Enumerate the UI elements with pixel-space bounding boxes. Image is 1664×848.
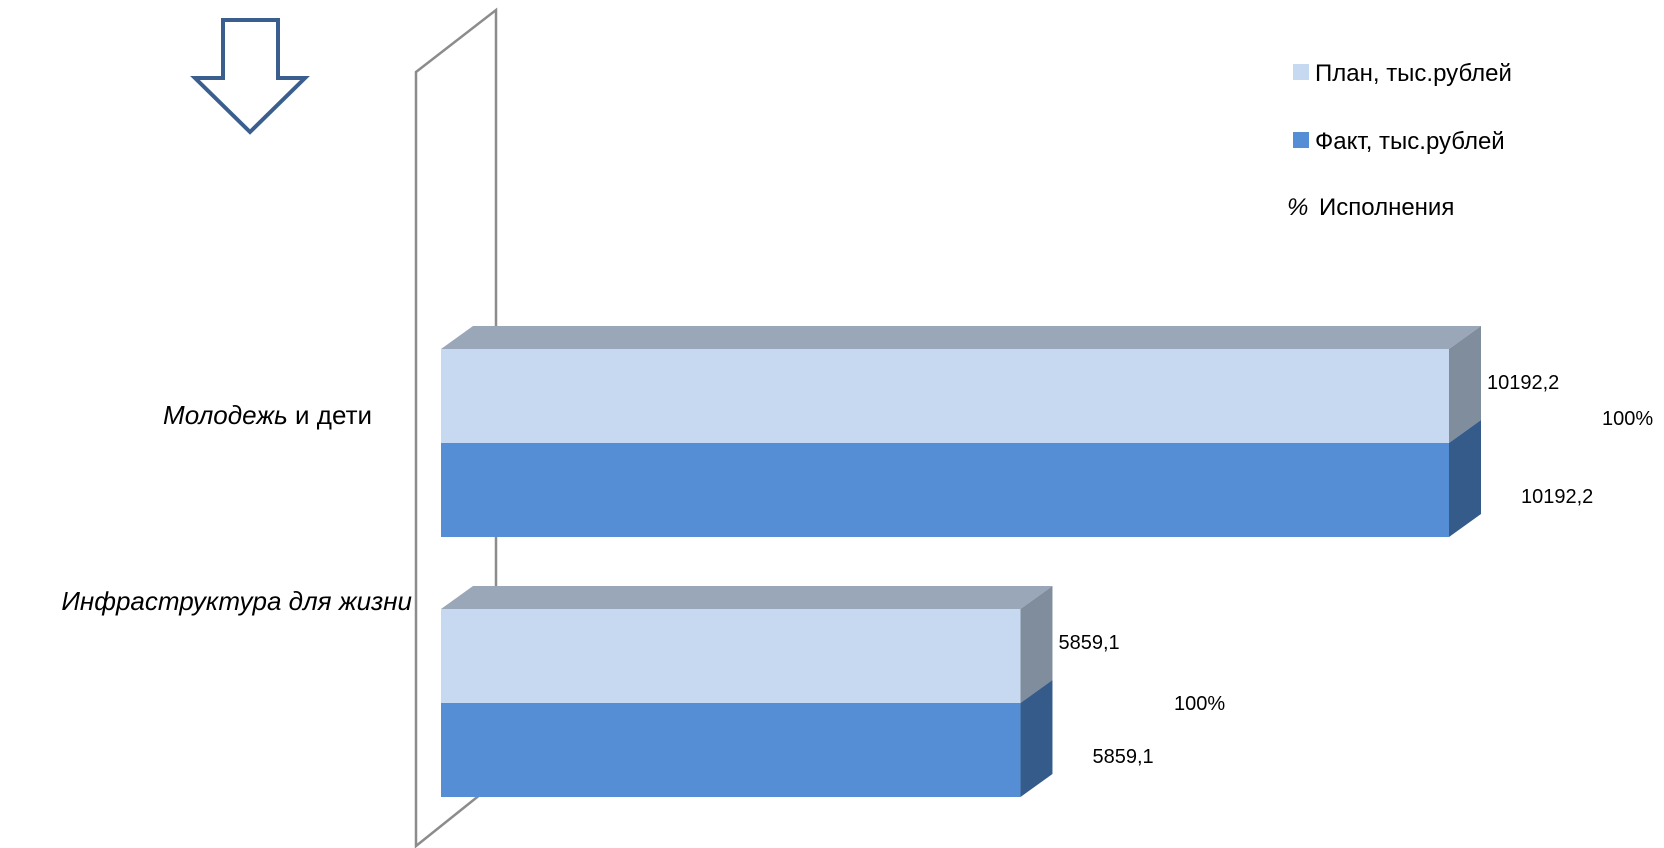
bar-top-plan-1	[441, 586, 1053, 609]
bar-side-plan-1	[1020, 586, 1053, 703]
value-label-plan-0: 10192,2	[1487, 372, 1559, 394]
bar-fact-1	[441, 703, 1021, 797]
value-labels-layer: 10192,2 10192,2 100% 5859,1 5859,1 100%	[1058, 372, 1653, 768]
bar-top-plan-0	[441, 326, 1481, 349]
value-label-percent-1: 100%	[1174, 693, 1225, 715]
legend-swatch-fact	[1293, 132, 1309, 148]
legend-label-percent: Исполнения	[1319, 194, 1454, 221]
bar-side-fact-1	[1020, 680, 1053, 797]
legend-swatch-plan	[1293, 64, 1309, 80]
value-label-fact-0: 10192,2	[1521, 486, 1593, 508]
legend-percent-symbol: %	[1287, 194, 1308, 221]
value-label-percent-0: 100%	[1602, 408, 1653, 430]
bar-fact-0	[441, 443, 1449, 537]
bar-plan-0	[441, 349, 1449, 443]
category-label-infrastructure: Инфраструктура для жизни	[61, 586, 412, 616]
category-label-youth: Молодежь и дети	[163, 400, 372, 430]
bars-layer	[441, 326, 1481, 797]
legend: План, тыс.рублей Факт, тыс.рублей % Испо…	[1287, 60, 1512, 221]
value-label-plan-1: 5859,1	[1058, 632, 1119, 654]
legend-label-fact: Факт, тыс.рублей	[1315, 128, 1505, 155]
bar-side-fact-0	[1449, 420, 1481, 537]
bar-side-plan-0	[1449, 326, 1481, 443]
legend-label-plan: План, тыс.рублей	[1315, 60, 1512, 87]
bar-plan-1	[441, 609, 1021, 703]
down-arrow-outline-icon	[190, 18, 310, 135]
value-label-fact-1: 5859,1	[1092, 746, 1153, 768]
